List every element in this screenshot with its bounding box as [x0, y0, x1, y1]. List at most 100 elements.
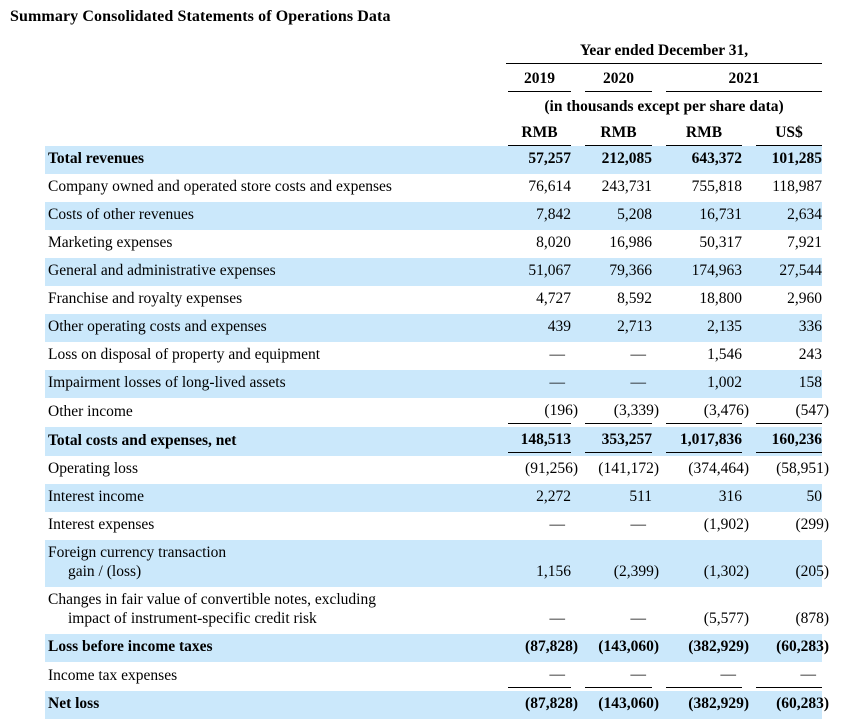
currency-column-2019-rmb: RMB	[508, 118, 571, 146]
table-row: Loss on disposal of property and equipme…	[45, 342, 822, 370]
value-2020: —	[630, 666, 647, 683]
table-row: Other income (196) (3,339) (3,476) (547)	[45, 398, 829, 427]
value-2019: 2,272	[536, 488, 571, 505]
table-row: Other operating costs and expenses 439 2…	[45, 314, 823, 342]
value-2020: 353,257	[601, 431, 652, 448]
value-2020: 79,366	[609, 262, 652, 279]
value-2021-usd: 50	[806, 488, 823, 505]
value-2020: 212,085	[601, 150, 652, 167]
value-2021-usd: 336	[798, 318, 823, 335]
value-2021-usd: (878)	[795, 610, 830, 627]
row-label: Changes in fair value of convertible not…	[48, 591, 376, 608]
value-2020: 5,208	[617, 206, 652, 223]
table-row: General and administrative expenses 51,0…	[45, 258, 823, 286]
value-2021-rmb: 2,135	[707, 318, 742, 335]
unit-note: (in thousands except per share data)	[544, 98, 784, 115]
row-label: Income tax expenses	[48, 667, 178, 684]
value-2020: —	[630, 610, 647, 627]
value-2021-usd: 7,921	[787, 234, 823, 251]
value-2019: (87,828)	[525, 695, 578, 712]
year-header-row: 2019 2020 2021	[45, 64, 823, 92]
value-2021-usd: 160,236	[771, 431, 823, 448]
value-2021-rmb: (374,464)	[688, 460, 749, 477]
value-2021-rmb: (5,577)	[703, 610, 749, 627]
value-2021-rmb: (3,476)	[703, 402, 749, 419]
table-row: Impairment losses of long-lived assets —…	[45, 370, 823, 398]
row-label: Total costs and expenses, net	[48, 432, 237, 449]
table-body: Total revenues 57,257 212,085 643,372 10…	[45, 146, 829, 719]
value-2021-usd: 2,960	[787, 290, 823, 307]
value-2020: 2,713	[617, 318, 652, 335]
table-row: Income tax expenses — — — —	[45, 662, 823, 691]
year-column-2020: 2020	[585, 64, 652, 92]
unit-note-row: (in thousands except per share data)	[45, 92, 822, 118]
table-row: Net loss (87,828) (143,060) (382,929) (6…	[45, 691, 829, 719]
value-2021-usd: (60,283)	[776, 638, 830, 655]
value-2021-usd: 243	[798, 346, 823, 363]
value-2021-rmb: 16,731	[699, 206, 742, 223]
table-row: Franchise and royalty expenses 4,727 8,5…	[45, 286, 822, 314]
value-2021-rmb: (382,929)	[688, 695, 749, 712]
row-label: Interest expenses	[48, 516, 155, 533]
operations-data-table: Year ended December 31, 2019 2020 2021 (…	[45, 40, 829, 719]
value-2021-rmb: 1,002	[707, 374, 742, 391]
value-2021-usd: (60,283)	[776, 695, 830, 712]
value-2021-rmb: 755,818	[691, 178, 742, 195]
value-2019: 8,020	[536, 234, 571, 251]
value-2021-rmb: 18,800	[699, 290, 742, 307]
value-2021-usd: (547)	[795, 402, 830, 419]
period-header: Year ended December 31,	[506, 40, 823, 64]
value-2021-rmb: (382,929)	[688, 638, 749, 655]
row-label: Foreign currency transaction	[48, 544, 227, 561]
row-label: Total revenues	[48, 150, 145, 167]
table-row: Loss before income taxes (87,828) (143,0…	[45, 634, 829, 662]
row-label-line2: gain / (loss)	[68, 563, 142, 580]
row-label: Marketing expenses	[48, 234, 173, 251]
value-2020: (2,399)	[613, 563, 659, 580]
value-2019: 7,842	[536, 206, 571, 223]
value-2019: —	[549, 516, 566, 533]
table-row: Total revenues 57,257 212,085 643,372 10…	[45, 146, 823, 174]
value-2020: (143,060)	[598, 695, 659, 712]
value-2020: (3,339)	[613, 402, 659, 419]
row-label: Net loss	[48, 695, 100, 712]
table-row: Company owned and operated store costs a…	[45, 174, 822, 202]
value-2019: 57,257	[528, 150, 571, 167]
value-2019: (87,828)	[525, 638, 578, 655]
table-row: Interest income 2,272 511 316 50	[45, 484, 823, 512]
row-label: Company owned and operated store costs a…	[48, 178, 392, 195]
value-2020: (143,060)	[598, 638, 659, 655]
value-2021-usd: (205)	[795, 563, 830, 580]
value-2019: 439	[547, 318, 571, 335]
table-row: Marketing expenses 8,020 16,986 50,317 7…	[45, 230, 822, 258]
value-2021-rmb: 1,017,836	[680, 431, 742, 448]
row-label-line2: impact of instrument-specific credit ris…	[68, 610, 317, 627]
table-row: Interest expenses — — (1,902) (299)	[45, 512, 829, 540]
table-row: Foreign currency transaction gain / (los…	[45, 540, 829, 587]
value-2021-usd: (299)	[795, 516, 830, 533]
table-row: Total costs and expenses, net 148,513 35…	[45, 427, 823, 456]
period-header-row: Year ended December 31,	[45, 40, 823, 64]
row-label: Franchise and royalty expenses	[48, 290, 243, 307]
value-2021-usd: 101,285	[771, 150, 823, 167]
value-2021-usd: —	[800, 666, 817, 683]
value-2021-rmb: 316	[718, 488, 742, 505]
table-row: Changes in fair value of convertible not…	[45, 587, 829, 634]
value-2020: 8,592	[617, 290, 652, 307]
row-label: Operating loss	[48, 460, 138, 477]
value-2019: —	[549, 666, 566, 683]
value-2021-rmb: (1,902)	[703, 516, 749, 533]
value-2020: —	[630, 346, 647, 363]
value-2019: 51,067	[528, 262, 571, 279]
value-2021-usd: 2,634	[787, 206, 823, 223]
row-label: Other operating costs and expenses	[48, 318, 267, 335]
table-header: Year ended December 31, 2019 2020 2021 (…	[45, 40, 823, 146]
value-2019: 148,513	[520, 431, 571, 448]
page-title: Summary Consolidated Statements of Opera…	[10, 8, 391, 25]
value-2019: 76,614	[528, 178, 571, 195]
value-2021-rmb: 50,317	[699, 234, 742, 251]
currency-column-2021-usd: US$	[756, 118, 823, 146]
value-2021-rmb: 643,372	[691, 150, 742, 167]
currency-header-row: RMB RMB RMB US$	[45, 118, 823, 146]
row-label: Impairment losses of long-lived assets	[48, 374, 286, 391]
